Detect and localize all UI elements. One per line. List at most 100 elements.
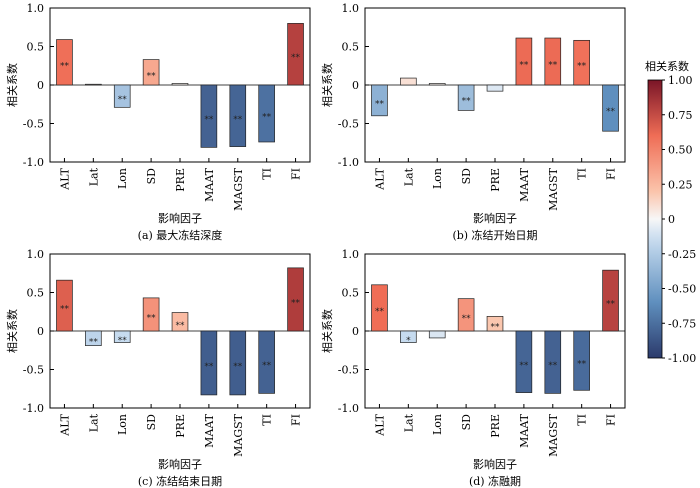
x-tick-label: TI <box>576 414 589 426</box>
bar-maat <box>200 84 218 148</box>
x-tick-label: MAGST <box>547 413 560 457</box>
x-tick-label: MAAT <box>203 413 216 448</box>
y-axis-title: 相关系数 <box>5 63 19 107</box>
x-tick-label: Lat <box>87 167 100 186</box>
bar-pre <box>486 316 504 332</box>
x-tick-label: Lat <box>402 413 415 432</box>
bar-lon <box>113 330 131 343</box>
y-tick-label: 1.0 <box>27 2 45 15</box>
significance-mark: ** <box>519 61 529 71</box>
x-tick-label: ALT <box>58 413 71 436</box>
x-tick-label: MAAT <box>203 167 216 202</box>
y-tick-label: 1.0 <box>342 248 360 261</box>
y-tick-label: -0.5 <box>338 364 359 377</box>
chart-panel-a: 1.0 0.5 0 -0.5 -1.0 相关系数 ** ALT Lat ** Lon ** SD PRE *… <box>5 2 311 242</box>
bar-sd <box>457 298 475 332</box>
significance-mark: ** <box>118 336 128 346</box>
x-tick-label: PRE <box>489 168 502 192</box>
bar-alt <box>56 279 73 332</box>
bar-alt <box>371 284 388 332</box>
significance-mark: ** <box>204 115 214 125</box>
panel-caption: (a) 最大冻结深度 <box>138 228 223 242</box>
y-axis-title: 相关系数 <box>5 309 19 353</box>
significance-mark: ** <box>118 95 128 105</box>
colorbar-tick-label: -0.75 <box>668 317 696 330</box>
significance-mark: ** <box>89 337 99 347</box>
significance-mark: ** <box>233 115 243 125</box>
y-tick-label: 0.5 <box>27 41 45 54</box>
significance-mark: ** <box>147 71 157 81</box>
y-tick-label: -0.5 <box>23 118 44 131</box>
bar-alt <box>56 39 73 86</box>
significance-mark: ** <box>606 107 616 117</box>
y-tick-label: 0 <box>37 325 44 338</box>
significance-mark: ** <box>233 362 243 372</box>
y-tick-label: 0.5 <box>342 41 360 54</box>
bar-magst <box>544 330 562 394</box>
bar-ti <box>573 39 590 86</box>
bar-fi <box>287 23 304 86</box>
bar-lon <box>113 84 131 108</box>
bar-magst <box>229 330 247 396</box>
y-tick-label: 0 <box>352 79 359 92</box>
bar-lat <box>400 77 417 86</box>
chart-panel-b: 1.0 0.5 0 -0.5 -1.0 相关系数 ** ALT Lat Lon ** SD PRE ** M… <box>320 2 626 242</box>
x-tick-label: SD <box>145 168 158 185</box>
significance-mark: ** <box>291 53 301 63</box>
y-tick-label: 1.0 <box>342 2 360 15</box>
bar-magst <box>544 37 562 86</box>
y-tick-label: 0 <box>352 325 359 338</box>
bar-lat <box>85 83 102 86</box>
y-axis-title: 相关系数 <box>320 63 334 107</box>
x-tick-label: TI <box>576 168 589 180</box>
x-tick-label: Lat <box>87 413 100 432</box>
significance-mark: ** <box>462 97 472 107</box>
significance-mark: ** <box>147 313 157 323</box>
bar-maat <box>200 330 218 396</box>
chart-panel-d: 1.0 0.5 0 -0.5 -1.0 相关系数 ** ALT * Lat Lon ** SD ** PRE… <box>320 248 626 488</box>
x-tick-label: Lat <box>402 167 415 186</box>
significance-mark: ** <box>606 300 616 310</box>
x-tick-label: Lon <box>431 414 444 435</box>
bar-lon <box>428 83 446 86</box>
x-tick-label: ALT <box>58 167 71 190</box>
bar-fi <box>287 267 304 332</box>
bar-ti <box>258 84 275 143</box>
colorbar-tick-label: 0.50 <box>668 144 693 157</box>
x-tick-label: Lon <box>116 414 129 435</box>
significance-mark: ** <box>548 61 558 71</box>
bar-lon <box>428 330 446 339</box>
y-tick-label: 0.5 <box>27 287 45 300</box>
x-tick-label: ALT <box>373 413 386 436</box>
bar-sd <box>142 297 160 332</box>
y-tick-label: -1.0 <box>338 402 359 415</box>
panel-caption: (c) 冻结结束日期 <box>138 474 222 488</box>
bar-magst <box>229 84 247 147</box>
bar-pre <box>486 84 504 92</box>
significance-mark: ** <box>491 323 501 333</box>
colorbar-title: 相关系数 <box>645 59 689 73</box>
x-tick-label: SD <box>460 414 473 431</box>
x-tick-label: FI <box>290 168 303 180</box>
x-tick-label: MAAT <box>518 413 531 448</box>
bar-pre <box>171 83 189 86</box>
x-tick-label: FI <box>605 168 618 180</box>
bar-sd <box>142 59 160 86</box>
bar-alt <box>371 84 388 117</box>
bar-fi <box>602 84 619 132</box>
significance-mark: ** <box>204 362 214 372</box>
colorbar-tick-label: 0.25 <box>668 178 693 191</box>
x-tick-label: Lon <box>431 168 444 189</box>
bar-maat <box>515 37 533 86</box>
significance-mark: ** <box>291 298 301 308</box>
x-tick-label: PRE <box>174 414 187 438</box>
significance-mark: ** <box>548 361 558 371</box>
x-axis-title: 影响因子 <box>473 458 517 471</box>
colorbar-tick-label: 1.00 <box>668 74 693 87</box>
significance-mark: ** <box>577 62 587 72</box>
significance-mark: ** <box>577 360 587 370</box>
significance-mark: ** <box>375 99 385 109</box>
x-tick-label: PRE <box>174 168 187 192</box>
bar-pre <box>171 312 189 332</box>
